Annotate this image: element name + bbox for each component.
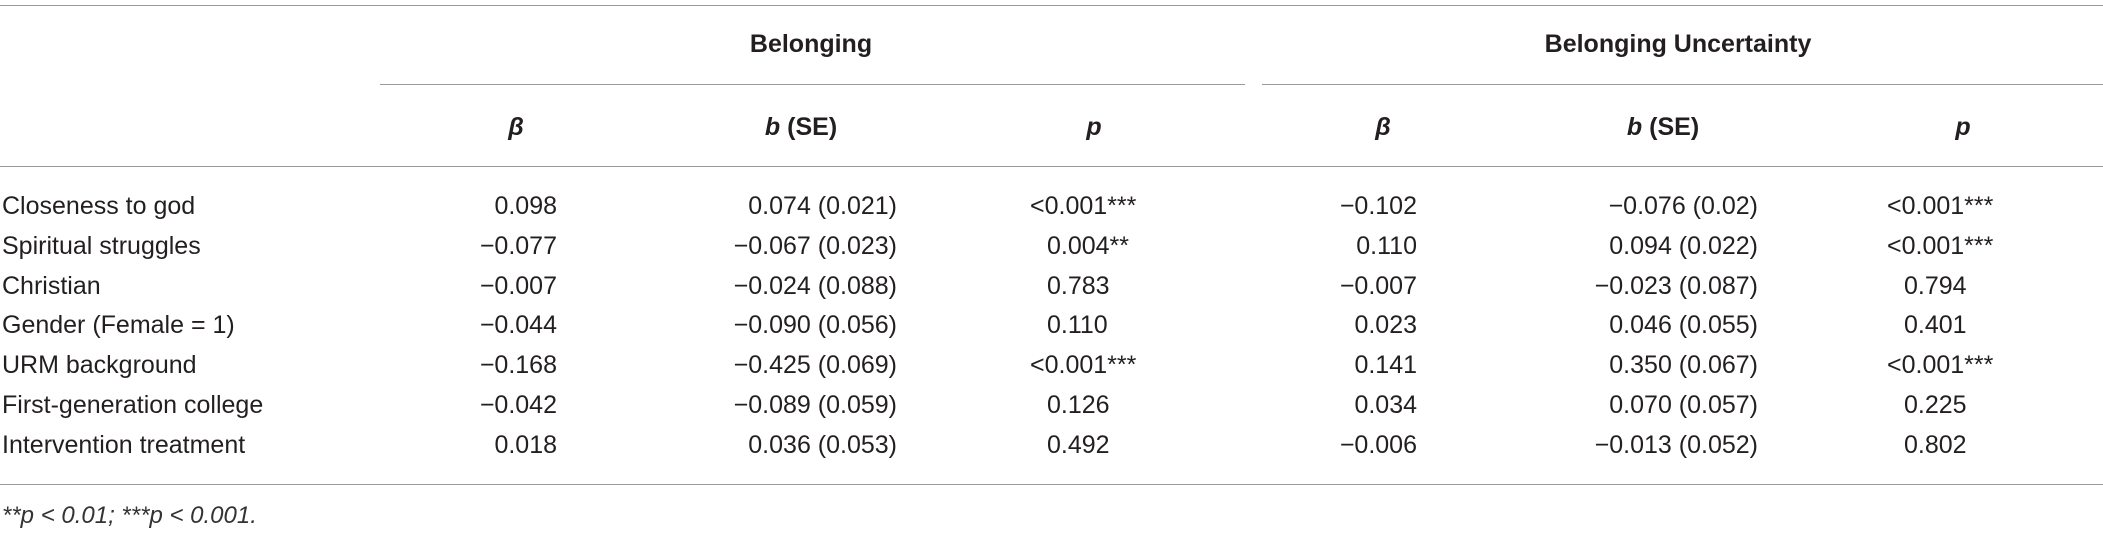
row-label: First-generation college bbox=[2, 391, 264, 419]
cell: −0.067 (0.023) bbox=[733, 231, 897, 260]
group-rule bbox=[380, 84, 1245, 85]
column-header: β bbox=[1375, 112, 1391, 142]
cell: 0.492 bbox=[1047, 430, 1110, 459]
cell: <0.001*** bbox=[1887, 351, 1994, 380]
cell: <0.001*** bbox=[1030, 192, 1137, 220]
cell: −0.102 bbox=[1339, 192, 1417, 220]
cell: 0.802 bbox=[1904, 430, 1967, 459]
cell: −0.077 bbox=[479, 231, 557, 260]
column-header: p bbox=[1086, 112, 1101, 142]
cell: −0.024 (0.088) bbox=[733, 271, 897, 300]
top-rule bbox=[0, 5, 2103, 6]
header-symbol: p bbox=[1086, 113, 1102, 141]
header-suffix: (SE) bbox=[787, 113, 838, 141]
cell: <0.001*** bbox=[1030, 351, 1137, 380]
cell: 0.110 bbox=[1047, 311, 1108, 340]
cell: −0.007 bbox=[1339, 271, 1417, 300]
cell: 0.110 bbox=[1356, 231, 1417, 260]
cell: 0.018 bbox=[494, 430, 557, 459]
row-label: URM background bbox=[2, 351, 197, 380]
row-label: Christian bbox=[2, 271, 101, 300]
header-rule bbox=[0, 166, 2103, 167]
cell: 0.070 (0.057) bbox=[1609, 391, 1758, 419]
row-label: Gender (Female = 1) bbox=[2, 311, 235, 340]
header-symbol: b bbox=[764, 113, 781, 141]
cell: 0.036 (0.053) bbox=[748, 430, 897, 459]
column-header: b (SE) bbox=[765, 112, 837, 142]
cell: 0.401 bbox=[1904, 311, 1967, 340]
header-suffix: (SE) bbox=[1649, 113, 1700, 141]
cell: 0.023 bbox=[1354, 311, 1417, 340]
cell: −0.006 bbox=[1339, 430, 1417, 459]
row-label: Closeness to god bbox=[2, 192, 196, 220]
cell: 0.783 bbox=[1047, 271, 1110, 300]
cell: 0.004** bbox=[1047, 231, 1130, 260]
cell: −0.007 bbox=[479, 271, 557, 300]
cell: <0.001*** bbox=[1887, 231, 1994, 260]
cell: −0.044 bbox=[479, 311, 557, 340]
cell: 0.225 bbox=[1904, 391, 1967, 419]
group-rule bbox=[1262, 84, 2103, 85]
header-symbol: β bbox=[1375, 113, 1391, 141]
cell: 0.794 bbox=[1904, 271, 1967, 300]
column-header: β bbox=[508, 112, 524, 142]
cell: 0.350 (0.067) bbox=[1609, 351, 1758, 380]
group-header: Belonging Uncertainty bbox=[1544, 30, 1812, 58]
bottom-rule bbox=[0, 484, 2103, 485]
cell: −0.013 (0.052) bbox=[1594, 430, 1758, 459]
group-header: Belonging bbox=[749, 30, 873, 58]
row-label: Intervention treatment bbox=[2, 430, 246, 459]
row-label: Spiritual struggles bbox=[2, 231, 201, 260]
header-symbol: β bbox=[508, 113, 524, 141]
header-symbol: b bbox=[1626, 113, 1643, 141]
cell: −0.425 (0.069) bbox=[733, 351, 897, 380]
cell: 0.098 bbox=[494, 192, 557, 220]
cell: −0.023 (0.087) bbox=[1594, 271, 1758, 300]
cell: 0.034 bbox=[1354, 391, 1417, 419]
cell: 0.046 (0.055) bbox=[1609, 311, 1758, 340]
footnote: **p < 0.01; ***p < 0.001. bbox=[2, 502, 257, 529]
column-header: p bbox=[1955, 112, 1970, 142]
header-symbol: p bbox=[1955, 113, 1971, 141]
cell: −0.090 (0.056) bbox=[733, 311, 897, 340]
cell: 0.141 bbox=[1354, 351, 1417, 380]
cell: 0.094 (0.022) bbox=[1609, 231, 1758, 260]
cell: 0.074 (0.021) bbox=[748, 192, 897, 220]
cell: −0.168 bbox=[479, 351, 557, 380]
cell: <0.001*** bbox=[1887, 192, 1994, 220]
cell: −0.042 bbox=[479, 391, 557, 419]
cell: 0.126 bbox=[1047, 391, 1110, 419]
cell: −0.089 (0.059) bbox=[733, 391, 897, 419]
cell: −0.076 (0.02) bbox=[1608, 192, 1758, 220]
column-header: b (SE) bbox=[1627, 112, 1699, 142]
